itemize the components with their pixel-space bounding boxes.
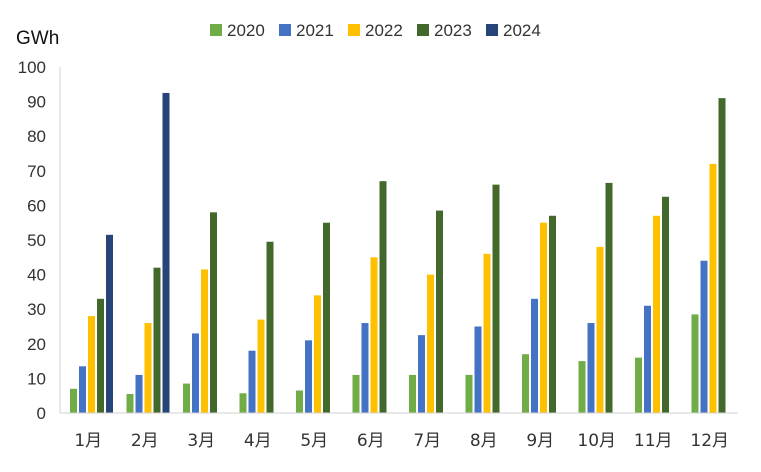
bar-2020-3 [183, 383, 190, 413]
y-unit-label: GWh [16, 28, 59, 49]
bar-2020-1 [70, 388, 77, 413]
y-tick-label: 0 [37, 404, 46, 423]
x-tick-label: 5月 [300, 431, 328, 451]
bar-2022-5 [314, 295, 321, 413]
bar-2022-3 [201, 269, 208, 413]
legend-swatch [279, 24, 291, 36]
bar-2023-1 [97, 298, 104, 413]
y-axis: 0 10 20 30 40 50 60 70 80 90 100 [18, 58, 61, 423]
bar-2022-6 [370, 257, 378, 413]
bar-2022-10 [596, 246, 604, 413]
bar-2020-6 [352, 374, 360, 413]
bar-2021-9 [531, 298, 538, 413]
bar-2023-5 [323, 222, 330, 413]
bar-2023-2 [153, 267, 161, 413]
bar-2024-1 [106, 234, 113, 413]
bar-2021-4 [248, 350, 256, 413]
bar-2020-12 [691, 314, 699, 413]
bar-2020-5 [296, 390, 303, 413]
bars [70, 92, 726, 413]
bar-2020-4 [239, 393, 247, 413]
bar-2023-12 [718, 98, 726, 413]
bar-2022-12 [709, 163, 717, 413]
x-tick-label: 12月 [690, 431, 729, 451]
x-tick-label: 8月 [470, 431, 498, 451]
legend-label: 2020 [227, 21, 265, 40]
legend-swatch [210, 24, 222, 36]
legend-swatch [348, 24, 360, 36]
bar-2022-8 [483, 253, 491, 413]
y-tick-label: 10 [27, 369, 46, 388]
bar-2021-8 [474, 326, 482, 413]
bar-2021-7 [418, 335, 425, 413]
legend-item-2021: 2021 [279, 21, 334, 40]
bar-2022-2 [144, 323, 152, 413]
bar-2021-12 [700, 260, 708, 413]
bar-2021-2 [135, 374, 143, 413]
bar-2022-9 [540, 222, 547, 413]
y-tick-label: 20 [27, 335, 46, 354]
x-tick-label: 4月 [244, 431, 272, 451]
bar-2020-10 [578, 361, 586, 413]
bar-2022-11 [653, 215, 660, 413]
bar-2023-4 [266, 241, 274, 413]
y-tick-label: 90 [27, 93, 46, 112]
x-tick-label: 1月 [74, 431, 102, 451]
legend-label: 2024 [503, 21, 541, 40]
y-tick-label: 60 [27, 196, 46, 215]
bar-2021-1 [79, 366, 86, 413]
bar-2023-8 [492, 184, 500, 413]
legend-item-2024: 2024 [486, 21, 541, 40]
legend-swatch [486, 24, 498, 36]
bar-2020-8 [465, 374, 473, 413]
legend-item-2023: 2023 [417, 21, 472, 40]
bar-2023-10 [605, 182, 613, 413]
bar-2023-11 [662, 196, 669, 413]
bar-2020-11 [635, 357, 642, 413]
bar-2020-9 [522, 354, 529, 413]
bar-2022-7 [427, 274, 434, 413]
bar-2023-9 [549, 215, 556, 413]
legend-swatch [417, 24, 429, 36]
bar-2021-3 [192, 333, 199, 413]
y-tick-label: 70 [27, 162, 46, 181]
bar-2023-3 [210, 212, 217, 413]
bar-2023-6 [379, 181, 387, 413]
legend-label: 2022 [365, 21, 403, 40]
x-tick-label: 7月 [413, 431, 441, 451]
legend-label: 2023 [434, 21, 472, 40]
y-tick-label: 80 [27, 127, 46, 146]
bar-2022-4 [257, 319, 265, 413]
bar-2021-11 [644, 305, 651, 413]
x-tick-label: 11月 [634, 431, 673, 451]
legend-item-2022: 2022 [348, 21, 403, 40]
bar-2023-7 [436, 210, 443, 413]
legend-item-2020: 2020 [210, 21, 265, 40]
x-tick-label: 2月 [131, 431, 159, 451]
y-tick-label: 30 [27, 300, 46, 319]
x-tick-label: 9月 [526, 431, 554, 451]
x-tick-label: 3月 [187, 431, 215, 451]
bar-2020-7 [409, 374, 416, 413]
legend: 2020 2021 2022 2023 2024 [210, 21, 541, 40]
x-tick-label: 6月 [357, 431, 385, 451]
bar-2020-2 [126, 393, 134, 413]
y-tick-label: 100 [18, 58, 46, 77]
bar-2022-1 [88, 316, 95, 413]
bar-2024-2 [162, 92, 170, 413]
x-axis: 1月 2月 3月 4月 5月 6月 7月 8月 9月 10月 11月 12月 [60, 412, 738, 451]
bar-2021-6 [361, 323, 369, 413]
x-tick-label: 10月 [577, 431, 616, 451]
bar-2021-5 [305, 340, 312, 413]
legend-label: 2021 [296, 21, 334, 40]
y-tick-label: 40 [27, 266, 46, 285]
y-tick-label: 50 [27, 231, 46, 250]
bar-2021-10 [587, 323, 595, 413]
